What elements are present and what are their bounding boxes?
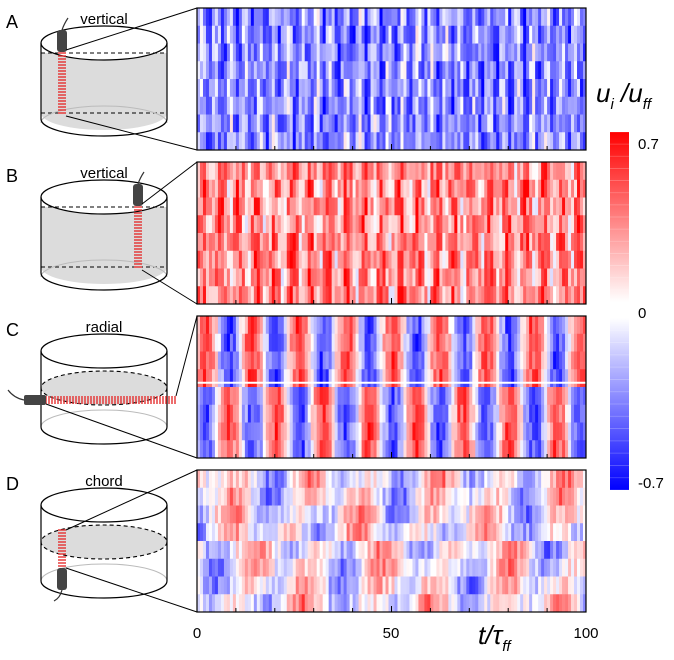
probe-orientation-label: radial bbox=[86, 319, 123, 336]
colorbar-min-label: -0.7 bbox=[638, 475, 664, 492]
probe-icon bbox=[57, 17, 69, 114]
probe-orientation-label: chord bbox=[85, 473, 123, 490]
panel-letter: A bbox=[6, 12, 18, 32]
probe-icon bbox=[133, 171, 145, 268]
x-tick-label-50: 50 bbox=[383, 625, 400, 642]
zoom-line-bottom bbox=[65, 567, 198, 613]
x-axis: 0 50 100 t/τff bbox=[193, 620, 599, 655]
heatmap bbox=[197, 470, 587, 613]
cylinder-diagram bbox=[40, 171, 168, 291]
probe-icon bbox=[53, 529, 67, 602]
cylinder-diagram bbox=[40, 487, 168, 602]
panel-letter: D bbox=[6, 474, 19, 494]
probe-icon bbox=[7, 389, 176, 405]
zoom-line-top bbox=[65, 469, 198, 531]
colorbar-negative bbox=[610, 318, 629, 490]
panel-letter: B bbox=[6, 166, 18, 186]
colorbar-zero-label: 0 bbox=[638, 305, 646, 322]
x-axis-title: t/τff bbox=[478, 620, 512, 655]
x-tick-label-100: 100 bbox=[573, 625, 598, 642]
x-tick-label-0: 0 bbox=[193, 625, 201, 642]
probe-orientation-label: vertical bbox=[80, 165, 128, 182]
zoom-line-bottom bbox=[65, 115, 198, 151]
zoom-line-top bbox=[175, 315, 198, 397]
heatmap bbox=[197, 316, 587, 459]
colorbar: ui /uff 0.7 0 -0.7 bbox=[596, 78, 664, 492]
heatmap bbox=[197, 8, 587, 151]
panel-letter: C bbox=[6, 320, 19, 340]
zoom-line-top bbox=[65, 7, 198, 51]
colorbar-max-label: 0.7 bbox=[638, 136, 659, 153]
zoom-line-bottom bbox=[141, 269, 198, 305]
heatmap bbox=[197, 162, 587, 305]
zoom-line-top bbox=[141, 161, 198, 205]
colorbar-title: ui /uff bbox=[596, 78, 653, 113]
colorbar-bands bbox=[610, 131, 629, 491]
zoom-line-bottom bbox=[45, 403, 198, 459]
cylinder-diagram bbox=[7, 333, 176, 445]
probe-orientation-label: vertical bbox=[80, 11, 128, 28]
cylinder-diagram bbox=[40, 17, 168, 137]
colorbar-positive bbox=[610, 132, 629, 302]
